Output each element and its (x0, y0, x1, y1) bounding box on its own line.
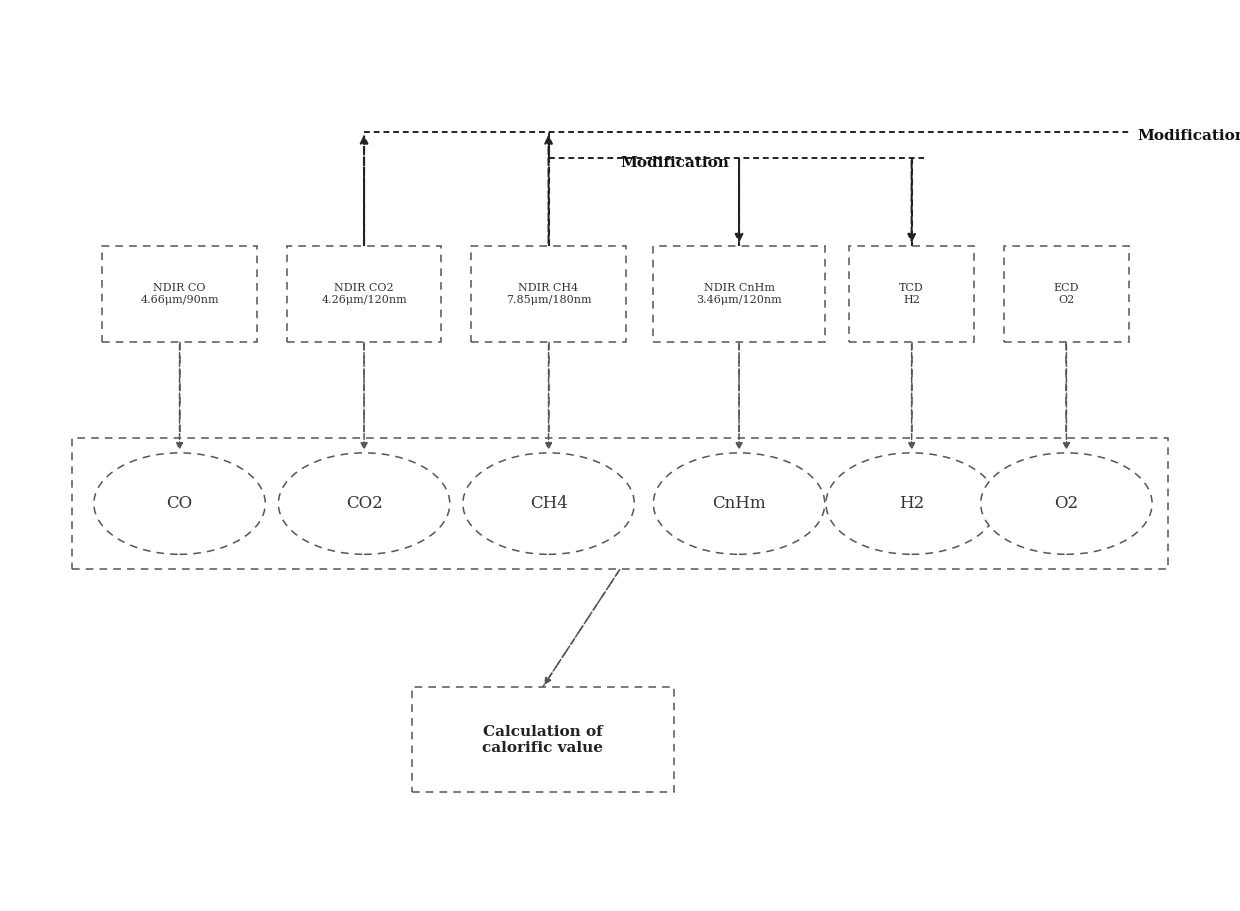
FancyBboxPatch shape (1004, 246, 1128, 342)
FancyBboxPatch shape (652, 246, 826, 342)
Ellipse shape (278, 453, 450, 554)
Text: NDIR CnHm
3.46μm/120nm: NDIR CnHm 3.46μm/120nm (696, 283, 782, 304)
FancyBboxPatch shape (471, 246, 626, 342)
Text: H2: H2 (899, 495, 924, 512)
Text: Modification: Modification (1138, 129, 1240, 143)
Text: CH4: CH4 (529, 495, 568, 512)
Text: CO2: CO2 (346, 495, 382, 512)
Text: TCD
H2: TCD H2 (899, 283, 924, 304)
Text: Calculation of
calorific value: Calculation of calorific value (482, 724, 603, 755)
FancyBboxPatch shape (102, 246, 257, 342)
FancyBboxPatch shape (849, 246, 975, 342)
Text: NDIR CO2
4.26μm/120nm: NDIR CO2 4.26μm/120nm (321, 283, 407, 304)
FancyBboxPatch shape (412, 687, 673, 793)
Text: NDIR CO
4.66μm/90nm: NDIR CO 4.66μm/90nm (140, 283, 219, 304)
Ellipse shape (463, 453, 635, 554)
FancyBboxPatch shape (72, 438, 1168, 569)
Ellipse shape (94, 453, 265, 554)
Text: CnHm: CnHm (712, 495, 766, 512)
Ellipse shape (981, 453, 1152, 554)
Text: Modification: Modification (620, 156, 729, 169)
Text: NDIR CH4
7.85μm/180nm: NDIR CH4 7.85μm/180nm (506, 283, 591, 304)
Ellipse shape (826, 453, 997, 554)
Text: CO: CO (166, 495, 192, 512)
FancyBboxPatch shape (286, 246, 441, 342)
Text: O2: O2 (1054, 495, 1079, 512)
Ellipse shape (653, 453, 825, 554)
Text: ECD
O2: ECD O2 (1054, 283, 1079, 304)
